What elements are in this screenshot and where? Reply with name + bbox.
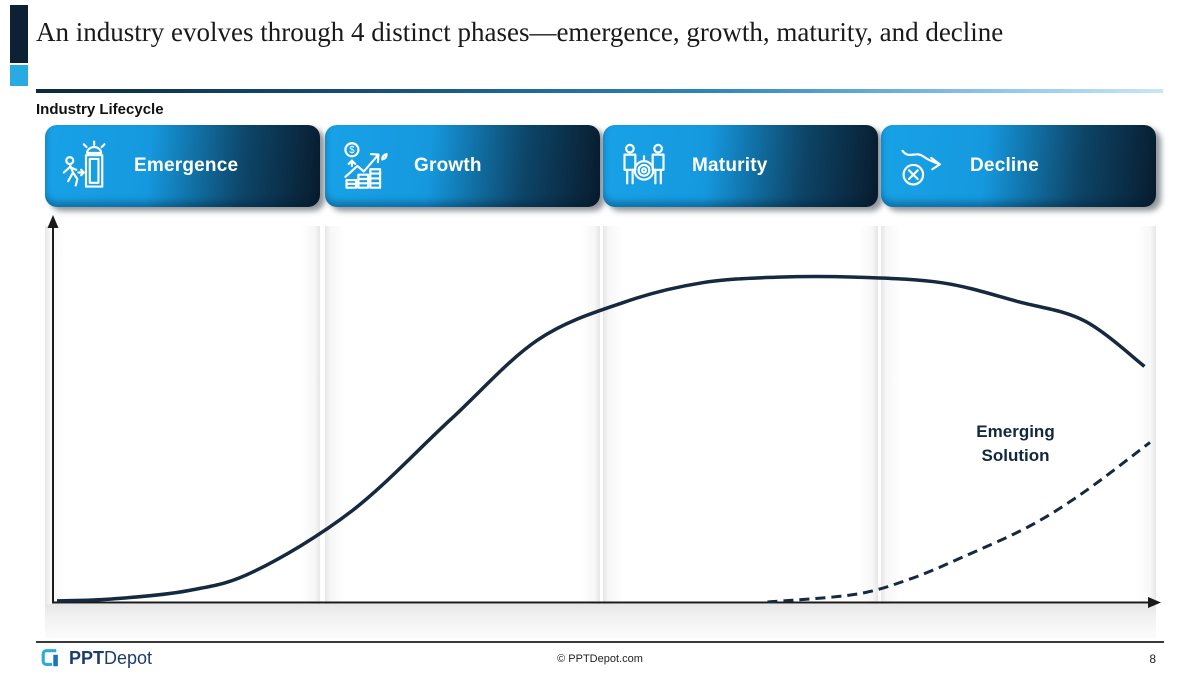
logo-text-rest: Depot <box>104 647 153 668</box>
pptdepot-logo-text: PPTDepot <box>69 648 152 669</box>
phase-label: Decline <box>970 155 1039 176</box>
down-arrow-cross-circle-icon <box>896 140 948 192</box>
coin-stacks-rising-arrow-icon: $ <box>340 140 392 192</box>
logo-text-bold: PPT <box>69 647 105 668</box>
phase-header-maturity: Maturity <box>603 125 878 207</box>
copyright-text: © PPTDepot.com <box>557 653 643 665</box>
emerging-solution-label-line2: Solution <box>981 445 1050 465</box>
phase-header-growth: $ Growth <box>325 125 600 207</box>
emerging-solution-label-line1: Emerging <box>976 422 1055 441</box>
accent-square-blue <box>10 65 28 86</box>
accent-bar-dark <box>10 5 28 63</box>
phase-label: Maturity <box>692 155 768 176</box>
title-divider <box>36 89 1163 93</box>
chart-panel-footer-shade <box>45 604 1156 638</box>
pptdepot-logo-icon <box>41 649 58 667</box>
phase-label: Growth <box>414 155 482 176</box>
svg-text:$: $ <box>349 145 355 156</box>
chart-panel-growth <box>325 226 600 604</box>
pptdepot-logo: PPTDepot <box>40 647 152 669</box>
chart-panel-emergence <box>45 226 320 604</box>
emerging-solution-label: Emerging Solution <box>948 420 1083 468</box>
person-exiting-door-alarm-icon <box>60 140 112 192</box>
page-number: 8 <box>1149 652 1156 666</box>
chart-panel-decline <box>881 226 1156 604</box>
phase-label: Emergence <box>134 155 239 176</box>
chart-panel-maturity <box>603 226 878 604</box>
phase-header-decline: Decline <box>881 125 1156 207</box>
phase-header-emergence: Emergence <box>45 125 320 207</box>
two-people-target-icon <box>618 140 670 192</box>
footer-divider <box>36 641 1164 643</box>
page-title: An industry evolves through 4 distinct p… <box>36 17 1004 47</box>
section-label: Industry Lifecycle <box>36 101 164 118</box>
